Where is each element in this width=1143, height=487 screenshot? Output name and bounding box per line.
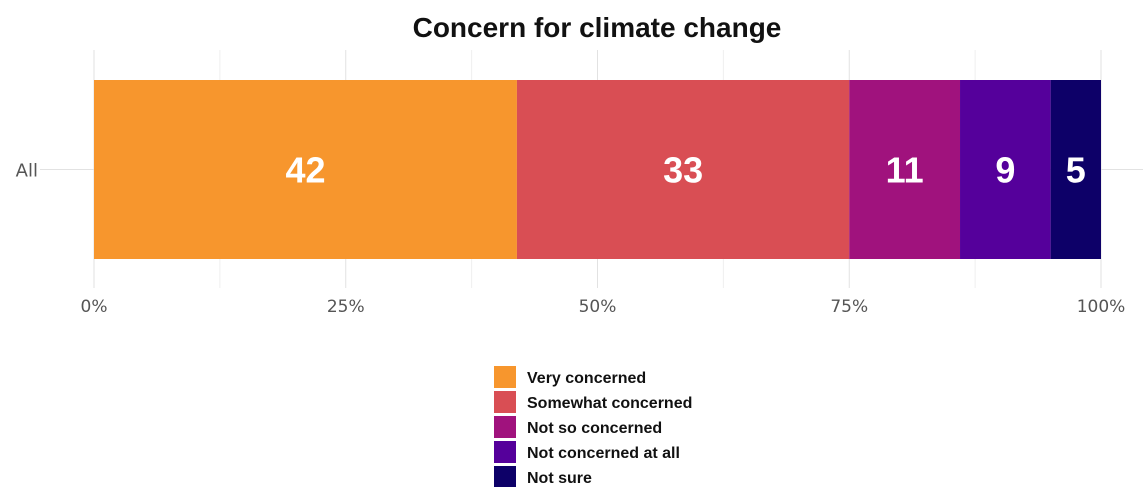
x-tick-label: 0% [81,297,108,317]
legend-label: Not sure [527,470,592,487]
legend: Very concerned Somewhat concerned Not so c… [494,366,692,487]
legend-swatch [494,441,516,463]
bar-segment [960,80,1051,259]
data-labels: 42 33 11 9 5 [285,150,1085,191]
data-label: 11 [886,150,924,191]
legend-swatch [494,466,516,487]
bar-segment [94,80,517,259]
bar-segment [1050,80,1101,259]
legend-swatch [494,366,516,388]
data-label: 42 [285,150,325,191]
axes: All 0% 25% 50% 75% 100% [16,161,1126,318]
category-label: All [16,161,38,182]
bar-segments [94,80,1101,259]
legend-label: Not so concerned [527,420,662,437]
x-tick-label: 75% [830,297,868,317]
data-label: 33 [663,150,703,191]
data-label: 9 [995,150,1015,191]
legend-label: Very concerned [527,370,646,387]
bar-segment [516,80,850,259]
x-tick-label: 25% [327,297,365,317]
chart-title: Concern for climate change [413,12,782,43]
x-tick-label: 100% [1077,297,1126,317]
bar-segment [849,80,961,259]
legend-swatch [494,416,516,438]
x-tick-label: 50% [579,297,617,317]
legend-label: Not concerned at all [527,445,680,462]
legend-label: Somewhat concerned [527,395,692,412]
data-label: 5 [1066,150,1086,191]
legend-swatch [494,391,516,413]
